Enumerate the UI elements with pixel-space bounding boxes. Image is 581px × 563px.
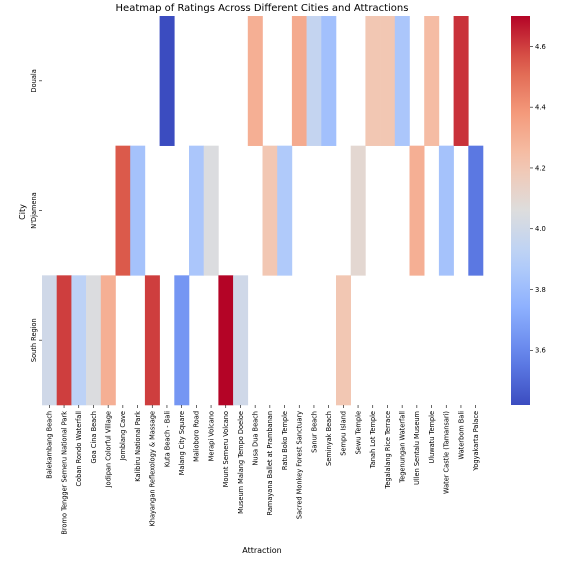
heatmap-cell: [468, 145, 484, 276]
x-tick-label: Sanur Beach: [310, 411, 318, 453]
colorbar-tick-label: 3.6: [535, 347, 546, 355]
colorbar-tick-label: 4.6: [535, 43, 546, 51]
heatmap-cell: [365, 16, 381, 146]
heatmap-cell: [203, 145, 219, 276]
x-tick-label: Sewu Temple: [354, 411, 362, 454]
heatmap-cell: [380, 16, 396, 146]
x-tick-label: Malioboro Road: [193, 411, 201, 462]
y-tick-label: Douala: [30, 69, 38, 92]
x-tick-labels: Balekambang Beach Bromo Tengger Semeru Na…: [46, 405, 480, 535]
y-tick-labels: Douala N'Djamena South Region: [30, 69, 42, 362]
heatmap-cell: [174, 275, 190, 406]
heatmap-cell: [277, 145, 293, 276]
x-tick-label: Mount Semeru Volcano: [222, 411, 230, 487]
colorbar-tick-label: 4.4: [535, 104, 546, 112]
colorbar-tick-label: 4.0: [535, 225, 546, 233]
colorbar-tick-label: 3.8: [535, 286, 546, 294]
heatmap-cell: [86, 275, 102, 406]
heatmap-cell: [218, 275, 234, 406]
heatmap-cell: [42, 275, 57, 406]
heatmap-cell: [350, 145, 366, 276]
x-tick-label: Sacred Monkey Forest Sanctuary: [296, 411, 304, 519]
x-tick-label: Kalibiru National Park: [134, 411, 142, 482]
heatmap-cell: [438, 145, 454, 276]
x-tick-label: Kuta Beach - Bali: [163, 411, 171, 467]
x-tick-label: Tanah Lot Temple: [369, 411, 377, 469]
x-tick-label: Tegalalang Rice Terrace: [384, 411, 392, 490]
x-tick-label: Ramayana Ballet at Prambanan: [266, 411, 274, 516]
heatmap-cell: [247, 16, 263, 146]
colorbar: [511, 16, 530, 405]
heatmap-cells: [42, 16, 484, 406]
x-tick-label: Tegenungan Waterfall: [398, 411, 406, 484]
heatmap-cell: [71, 275, 87, 406]
heatmap-cell: [453, 16, 469, 146]
x-tick-label: Sempu Island: [340, 411, 348, 456]
x-axis-label: Attraction: [242, 546, 282, 555]
y-tick-label: N'Djamena: [30, 192, 38, 228]
heatmap-cell: [321, 16, 337, 146]
x-tick-label: Goa Cina Beach: [90, 411, 98, 463]
colorbar-tick-label: 4.2: [535, 164, 546, 172]
x-tick-label: Seminyak Beach: [325, 411, 333, 466]
heatmap-cell: [100, 275, 116, 406]
heatmap-cell: [130, 145, 146, 276]
heatmap-cell: [424, 16, 440, 146]
heatmap-cell: [189, 145, 204, 276]
heatmap-cell: [233, 275, 249, 406]
x-tick-label: Museum Malang Tempo Doeloe: [237, 411, 245, 514]
x-tick-label: Coban Rondo Waterfall: [75, 411, 83, 487]
y-tick-label: South Region: [30, 318, 38, 362]
chart-title: Heatmap of Ratings Across Different Citi…: [116, 3, 409, 14]
heatmap-cell: [291, 16, 307, 146]
heatmap-cell: [336, 275, 351, 406]
x-tick-label: Waterbom Bali: [457, 411, 465, 460]
x-tick-label: Balekambang Beach: [46, 411, 54, 479]
y-axis-label: City: [18, 204, 27, 220]
colorbar-ticks: 3.6 3.8 4.0 4.2 4.4 4.6: [530, 43, 546, 355]
x-tick-label: Water Castle (Tamansari): [443, 411, 451, 494]
x-tick-label: Malang City Square: [178, 411, 186, 475]
heatmap-cell: [115, 145, 131, 276]
heatmap-cell: [409, 145, 425, 276]
x-tick-label: Ratu Boko Temple: [281, 411, 289, 470]
heatmap-cell: [56, 275, 72, 406]
x-tick-label: Merapi Volcano: [207, 411, 215, 461]
x-tick-label: Nusa Dua Beach: [251, 411, 259, 466]
x-tick-label: Yogyakarta Palace: [472, 411, 480, 472]
x-tick-label: Uluwatu Temple: [428, 411, 436, 464]
x-tick-label: Jomblang Cave: [119, 411, 127, 462]
heatmap-cell: [394, 16, 410, 146]
x-tick-label: Khayangan Reflexology & Massage: [149, 411, 157, 527]
heatmap-cell: [306, 16, 322, 146]
heatmap-cell: [262, 145, 278, 276]
heatmap-cell: [144, 275, 160, 406]
x-tick-label: Jodipan Colorful Village: [104, 411, 112, 488]
x-tick-label: Bromo Tengger Semeru National Park: [60, 411, 68, 535]
heatmap-cell: [159, 16, 175, 146]
x-tick-label: Ullen Sentalu Museum: [413, 411, 421, 485]
